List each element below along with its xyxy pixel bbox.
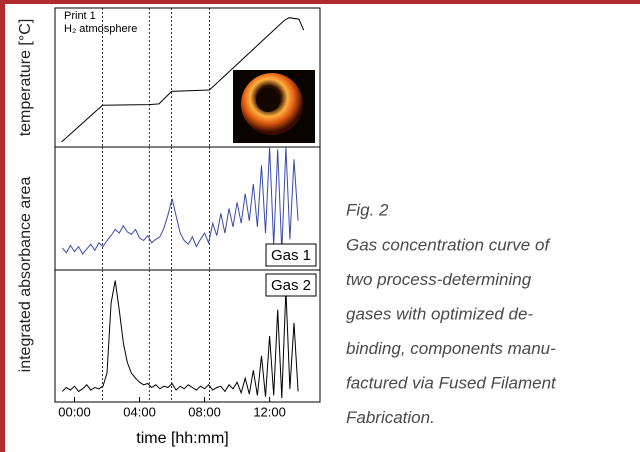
left-border [0,0,5,452]
caption-line: Gas concentration curve of [346,235,551,254]
caption-line: two process-determining [346,270,532,289]
caption-line: gases with optimized de- [346,304,533,323]
top-border [0,0,640,4]
inset-photo [233,70,315,143]
caption-line: Fabrication. [346,408,435,427]
legend-box [265,273,317,297]
data-line [61,280,299,399]
data-line [61,146,299,255]
panel-frame [54,269,321,403]
legend: Gas 1 [265,243,317,267]
legend-box [265,243,317,267]
y-axis-label: integrated absorbance area [17,177,34,373]
x-tick-label: 04:00 [123,404,156,419]
x-tick-label: 00:00 [58,404,91,419]
legend-label: Gas 1 [271,247,311,264]
x-tick-label: 08:00 [188,404,221,419]
x-axis-label: time [hh:mm] [136,430,228,447]
x-tick-label: 12:00 [253,404,286,419]
annotation: H₂ atmosphere [64,23,137,35]
figure-label: Fig. 2 [346,200,389,219]
data-line [61,17,305,143]
caption-line: factured via Fused Filament [346,373,557,392]
legend: Gas 2 [265,273,317,297]
annotation: Print 1 [64,10,96,22]
legend-label: Gas 2 [271,277,311,294]
caption-line: binding, components manu- [346,339,556,358]
y-axis-label: temperature [°C] [17,19,34,137]
